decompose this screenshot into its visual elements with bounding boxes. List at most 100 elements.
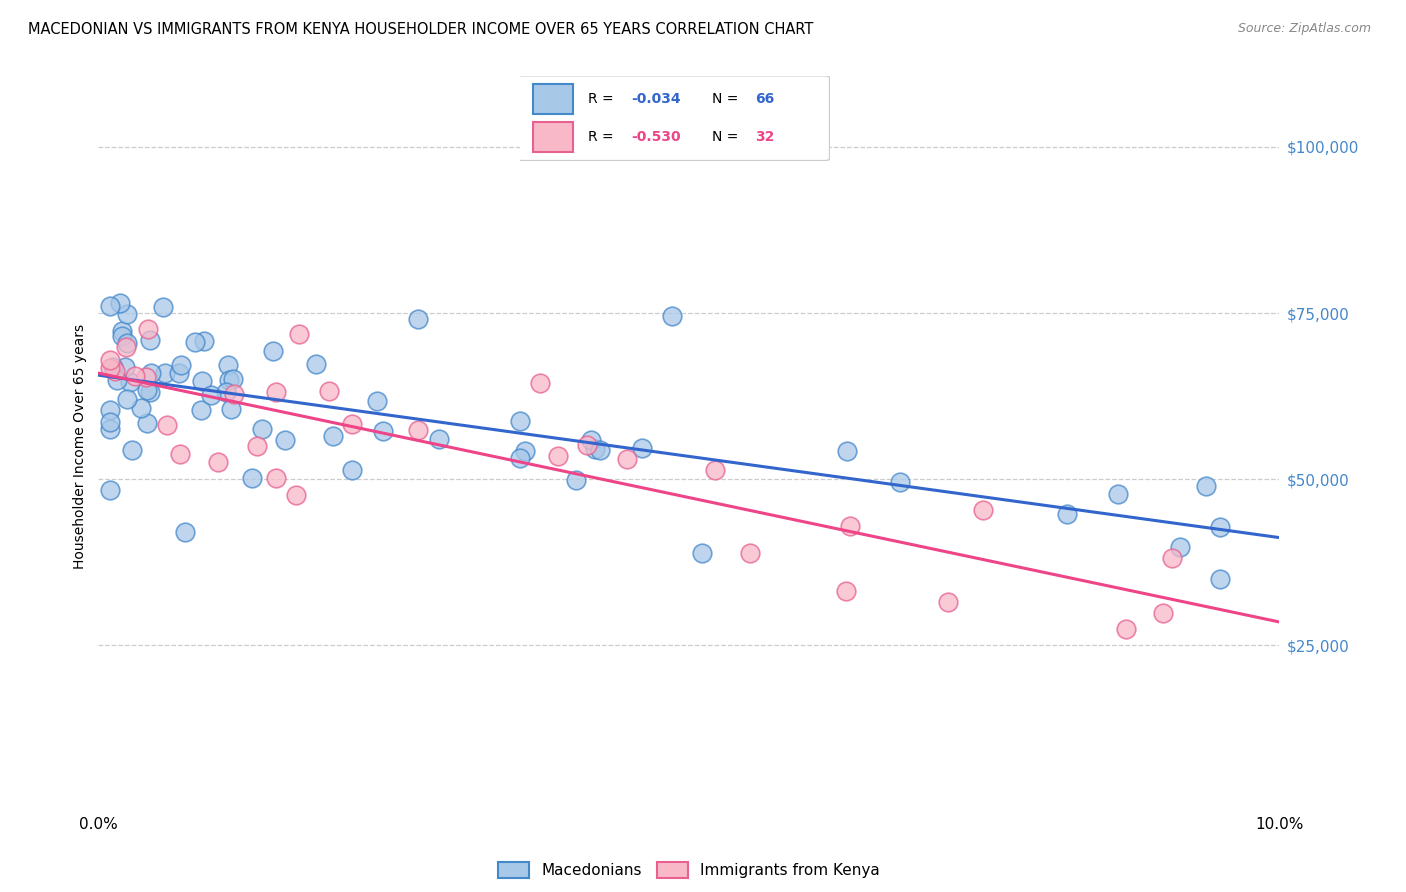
Point: [340, 463, 363, 477]
Point: [124, 369, 146, 384]
Point: [322, 429, 344, 443]
Point: [240, 471, 263, 485]
Point: [169, 447, 191, 461]
Point: [167, 366, 190, 380]
Point: [565, 473, 588, 487]
Point: [118, 375, 141, 389]
Point: [246, 439, 269, 453]
Point: [139, 385, 162, 400]
Point: [583, 442, 606, 456]
Point: [509, 414, 531, 428]
Y-axis label: Householder Income Over 65 years: Householder Income Over 65 years: [73, 324, 87, 568]
Point: [98, 299, 121, 313]
Point: [285, 488, 308, 502]
Point: [616, 452, 638, 467]
Point: [129, 401, 152, 416]
Point: [262, 343, 284, 358]
FancyBboxPatch shape: [517, 76, 830, 161]
Point: [217, 358, 239, 372]
Point: [169, 358, 191, 372]
Point: [111, 324, 134, 338]
Point: [115, 307, 138, 321]
Point: [366, 393, 388, 408]
Point: [1115, 622, 1137, 636]
Point: [153, 366, 176, 380]
Point: [406, 423, 429, 437]
Point: [111, 329, 134, 343]
Point: [136, 383, 159, 397]
Point: [513, 444, 536, 458]
Point: [98, 422, 121, 436]
Point: [690, 546, 713, 560]
Point: [835, 583, 858, 598]
Point: [218, 373, 240, 387]
Text: R =: R =: [588, 92, 619, 106]
Point: [136, 322, 159, 336]
Text: R =: R =: [588, 130, 619, 145]
Point: [575, 437, 598, 451]
Point: [837, 444, 859, 458]
Point: [579, 433, 602, 447]
Text: Source: ZipAtlas.com: Source: ZipAtlas.com: [1237, 22, 1371, 36]
Point: [427, 432, 450, 446]
Point: [1152, 606, 1174, 620]
Point: [98, 483, 121, 497]
Point: [1107, 487, 1129, 501]
Point: [288, 327, 311, 342]
Point: [115, 335, 138, 350]
Text: N =: N =: [711, 92, 742, 106]
Point: [191, 374, 214, 388]
Point: [738, 546, 761, 560]
Point: [839, 518, 862, 533]
Point: [661, 310, 683, 324]
Point: [264, 385, 287, 400]
Point: [190, 403, 212, 417]
Point: [139, 333, 162, 347]
Point: [152, 300, 174, 314]
Point: [631, 441, 654, 455]
Point: [264, 471, 287, 485]
Point: [200, 388, 222, 402]
Point: [1168, 541, 1191, 555]
Point: [889, 475, 911, 489]
Point: [121, 443, 143, 458]
Text: -0.530: -0.530: [631, 130, 681, 145]
Point: [136, 416, 159, 430]
Text: 32: 32: [755, 130, 775, 145]
Point: [115, 340, 138, 354]
Point: [529, 376, 551, 391]
Point: [250, 422, 273, 436]
Point: [318, 384, 340, 399]
Point: [1194, 479, 1216, 493]
Point: [589, 442, 612, 457]
Point: [173, 524, 195, 539]
Point: [98, 352, 121, 367]
Point: [1160, 551, 1182, 566]
Point: [703, 462, 725, 476]
Bar: [533, 122, 572, 152]
Point: [406, 311, 429, 326]
Point: [219, 402, 242, 417]
Legend: Macedonians, Immigrants from Kenya: Macedonians, Immigrants from Kenya: [492, 856, 886, 885]
Point: [184, 335, 207, 350]
Point: [101, 359, 124, 374]
Point: [98, 361, 121, 376]
Point: [224, 387, 246, 401]
Point: [1056, 508, 1078, 522]
Point: [141, 366, 163, 380]
Point: [373, 425, 395, 439]
Point: [221, 372, 243, 386]
Point: [305, 357, 328, 371]
Text: N =: N =: [711, 130, 742, 145]
Point: [1209, 520, 1232, 534]
Point: [509, 450, 531, 465]
Point: [114, 359, 136, 374]
Point: [342, 417, 364, 431]
Point: [135, 370, 157, 384]
Point: [98, 415, 121, 429]
Text: MACEDONIAN VS IMMIGRANTS FROM KENYA HOUSEHOLDER INCOME OVER 65 YEARS CORRELATION: MACEDONIAN VS IMMIGRANTS FROM KENYA HOUS…: [28, 22, 814, 37]
Point: [193, 334, 215, 349]
Text: 66: 66: [755, 92, 775, 106]
Point: [156, 418, 179, 433]
Point: [108, 296, 131, 310]
